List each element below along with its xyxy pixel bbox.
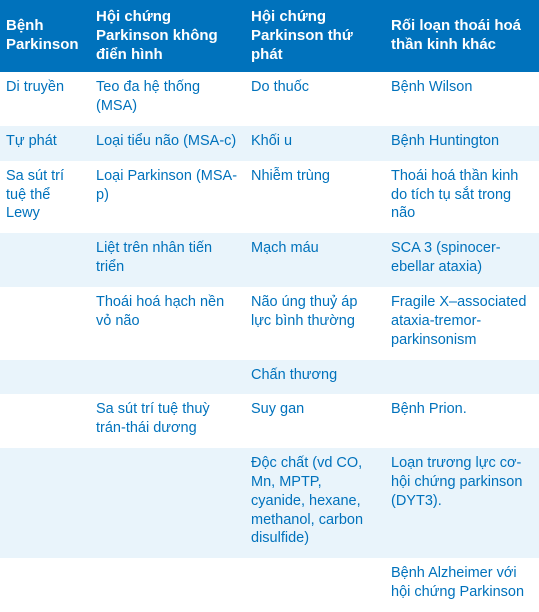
table-cell: Sa sút trí tuệ thể Lewy	[0, 161, 90, 234]
header-cell: Rối loạn thoái hoá thần kinh khác	[385, 0, 539, 72]
table-cell: Loạn trương lực cơ-hội chứng parkinson (…	[385, 448, 539, 558]
table-cell: Liệt trên nhân tiến triển	[90, 233, 245, 287]
table-row: Di truyền Teo đa hệ thống (MSA) Do thuốc…	[0, 72, 539, 126]
table-cell: Mạch máu	[245, 233, 385, 287]
table-row: Sa sút trí tuệ thuỳ trán-thái dương Suy …	[0, 394, 539, 448]
table-cell: Loại tiểu não (MSA-c)	[90, 126, 245, 161]
table-cell	[0, 558, 90, 612]
table-cell: Di truyền	[0, 72, 90, 126]
table-cell: Loại Parkinson (MSA-p)	[90, 161, 245, 234]
table-cell: Sa sút trí tuệ thuỳ trán-thái dương	[90, 394, 245, 448]
header-cell: Bệnh Parkinson	[0, 0, 90, 72]
header-row: Bệnh Parkinson Hội chứng Parkinson không…	[0, 0, 539, 72]
table-row: Độc chất (vd CO, Mn, MPTP, cyanide, hexa…	[0, 448, 539, 558]
table-cell: Khối u	[245, 126, 385, 161]
table-cell	[90, 360, 245, 395]
table-body: Di truyền Teo đa hệ thống (MSA) Do thuốc…	[0, 72, 539, 612]
table-cell	[245, 558, 385, 612]
table-row: Chấn thương	[0, 360, 539, 395]
header-cell: Hội chứng Parkinson thứ phát	[245, 0, 385, 72]
table-cell: Bệnh Huntington	[385, 126, 539, 161]
table-cell: Chấn thương	[245, 360, 385, 395]
table-cell: Fragile X–associated ataxia-tremor-parki…	[385, 287, 539, 360]
table-cell	[0, 448, 90, 558]
classification-table: Bệnh Parkinson Hội chứng Parkinson không…	[0, 0, 539, 612]
table-cell: Suy gan	[245, 394, 385, 448]
table-cell: Bệnh Alzheimer với hội chứng Parkinson	[385, 558, 539, 612]
table-cell: Thoái hoá hạch nền vỏ não	[90, 287, 245, 360]
table-cell: Nhiễm trùng	[245, 161, 385, 234]
table-cell: Thoái hoá thần kinh do tích tụ sắt trong…	[385, 161, 539, 234]
table-cell	[0, 394, 90, 448]
table-cell	[0, 360, 90, 395]
table-cell: Não úng thuỷ áp lực bình thường	[245, 287, 385, 360]
table-cell: Do thuốc	[245, 72, 385, 126]
table-row: Liệt trên nhân tiến triển Mạch máu SCA 3…	[0, 233, 539, 287]
table-cell	[0, 287, 90, 360]
table-cell: SCA 3 (spinocer-ebellar ataxia)	[385, 233, 539, 287]
table-cell: Bệnh Prion.	[385, 394, 539, 448]
table-row: Sa sút trí tuệ thể Lewy Loại Parkinson (…	[0, 161, 539, 234]
table-cell	[0, 233, 90, 287]
header-cell: Hội chứng Parkinson không điển hình	[90, 0, 245, 72]
table-cell	[90, 448, 245, 558]
table-cell: Tự phát	[0, 126, 90, 161]
table-cell	[90, 558, 245, 612]
table-cell	[385, 360, 539, 395]
table-cell: Teo đa hệ thống (MSA)	[90, 72, 245, 126]
table-row: Tự phát Loại tiểu não (MSA-c) Khối u Bện…	[0, 126, 539, 161]
table-row: Bệnh Alzheimer với hội chứng Parkinson	[0, 558, 539, 612]
table-row: Thoái hoá hạch nền vỏ não Não úng thuỷ á…	[0, 287, 539, 360]
table-cell: Độc chất (vd CO, Mn, MPTP, cyanide, hexa…	[245, 448, 385, 558]
table-cell: Bệnh Wilson	[385, 72, 539, 126]
